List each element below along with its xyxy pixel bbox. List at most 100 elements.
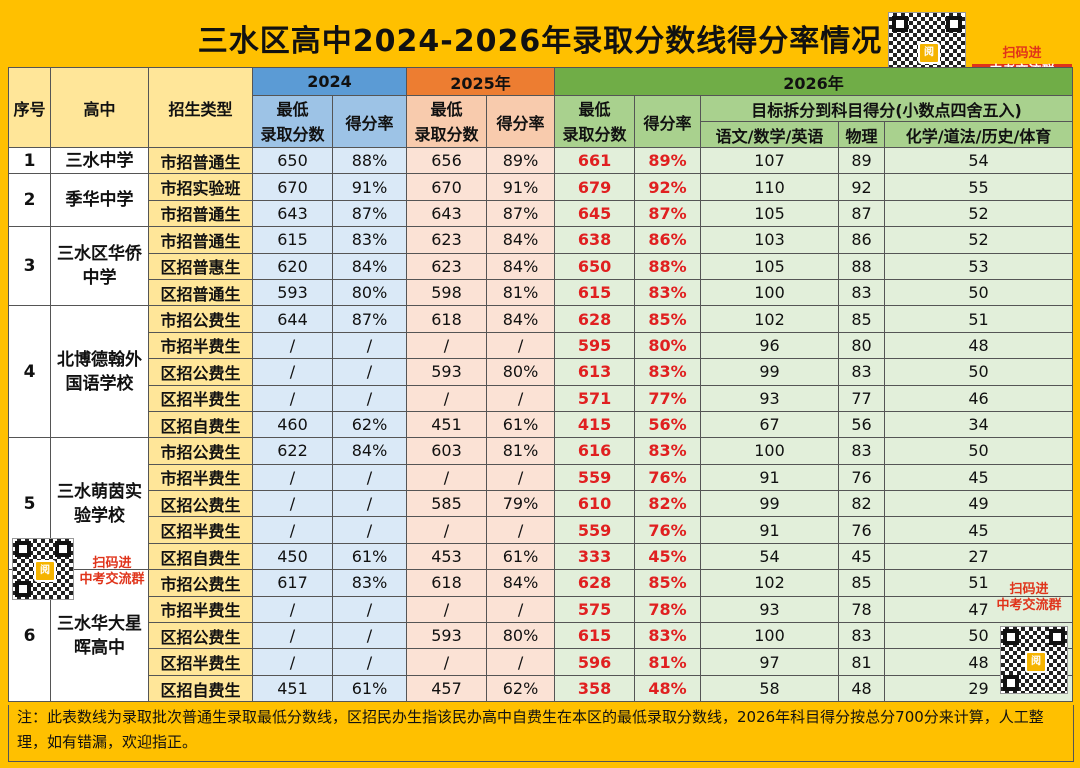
admission-type: 区招半费生: [148, 384, 253, 412]
rate-2026: 48%: [634, 674, 702, 703]
admission-type: 市招实验班: [148, 173, 253, 201]
target-physics: 83: [838, 622, 886, 650]
score-2025: 457: [406, 674, 487, 703]
score-2025: 598: [406, 278, 487, 307]
rate-2026: 78%: [634, 595, 702, 624]
rate-2026: 85%: [634, 569, 702, 597]
school-index: 1: [8, 146, 51, 175]
rate-2025: 81%: [485, 278, 556, 307]
target-physics: 83: [838, 278, 886, 307]
table-row: 区招自费生 450 61% 453 61% 333 45% 54 45 27: [9, 542, 1074, 571]
footnote: 注：此表数线为录取批次普通生录取最低分数线，区招民办生指该民办高中自费生在本区的…: [8, 705, 1074, 762]
score-2025: /: [406, 516, 487, 544]
target-main-subjects: 100: [700, 437, 840, 465]
admission-type: 区招普通生: [148, 278, 253, 307]
school-index: 2: [8, 173, 51, 228]
qr-logo-icon: 阅: [34, 560, 56, 582]
rate-2024: /: [332, 648, 407, 676]
table-row: 市招半费生 / / //595 80% 96 80 48: [9, 331, 1074, 360]
rate-2024: 61%: [332, 674, 407, 703]
target-other-subjects: 51: [884, 569, 1074, 597]
header-subject-main: 语文/数学/英语: [700, 121, 840, 148]
score-2025: 618: [406, 569, 487, 597]
admission-type: 市招公费生: [148, 437, 253, 465]
header-year-2026: 2026年: [554, 67, 1074, 96]
score-2026: 661: [554, 146, 636, 175]
target-other-subjects: 52: [884, 199, 1074, 228]
score-2025: 643: [406, 199, 487, 228]
qr-code-left[interactable]: 阅: [12, 538, 74, 600]
rate-2025: /: [485, 648, 556, 676]
header-min-score-line1: 最低: [578, 99, 611, 119]
admission-type: 区招半费生: [148, 648, 253, 676]
header-subject-other: 化学/道法/历史/体育: [884, 121, 1074, 148]
score-2025: /: [406, 384, 487, 412]
admission-type: 区招自费生: [148, 542, 253, 571]
rate-2024: 83%: [332, 569, 407, 597]
score-2026: 628: [554, 305, 636, 333]
target-other-subjects: 47: [884, 595, 1074, 624]
score-2025: 603: [406, 437, 487, 465]
score-2026: 650: [554, 252, 636, 280]
score-2024: 593: [252, 278, 333, 307]
table-row: 区招自费生 460 62% 451 61% 415 56% 67 56 34: [9, 410, 1074, 439]
header-min-score-line2: 录取分数: [260, 124, 325, 144]
table-row: 区招普惠生 620 84% 623 84% 650 88% 105 88 53: [9, 252, 1074, 280]
rate-2025: 81%: [485, 437, 556, 465]
rate-2024: /: [332, 358, 407, 386]
score-2025: /: [406, 331, 487, 360]
rate-2024: /: [332, 595, 407, 624]
target-main-subjects: 103: [700, 226, 840, 254]
target-physics: 89: [838, 146, 886, 175]
target-physics: 76: [838, 516, 886, 544]
score-2024: 643: [252, 199, 333, 228]
target-main-subjects: 107: [700, 146, 840, 175]
score-2025: /: [406, 648, 487, 676]
score-2026: 596: [554, 648, 636, 676]
rate-2025: /: [485, 463, 556, 492]
score-2026: 628: [554, 569, 636, 597]
score-2026: 575: [554, 595, 636, 624]
score-2026: 615: [554, 622, 636, 650]
score-2025: 623: [406, 252, 487, 280]
target-main-subjects: 99: [700, 490, 840, 518]
score-2026: 610: [554, 490, 636, 518]
table-row: 1 三水中学 市招普通生 650 88% 656 89% 661 89% 107 89 54: [8, 146, 1074, 175]
table-row: 区招半费生 / / //596 81% 97 81 48: [9, 648, 1074, 676]
target-main-subjects: 96: [700, 331, 840, 360]
target-other-subjects: 48: [884, 331, 1074, 360]
table-row: 区招公费生 //593 80% 613 83% 99 83 50: [9, 358, 1074, 386]
header-rate-2025: 得分率: [485, 95, 556, 148]
score-2024: /: [252, 516, 333, 544]
table-row: 区招普通生 593 80% 598 81% 615 83% 100 83 50: [9, 278, 1074, 307]
score-2026: 616: [554, 437, 636, 465]
table-row: 市招普通生 643 87% 643 87% 645 87% 105 87 52: [9, 199, 1074, 228]
admission-type: 市招普通生: [148, 199, 253, 228]
rate-2026: 83%: [634, 622, 702, 650]
score-2026: 615: [554, 278, 636, 307]
target-main-subjects: 97: [700, 648, 840, 676]
table-row: 区招公费生 //593 80% 615 83% 100 83 50: [9, 622, 1074, 650]
target-main-subjects: 105: [700, 252, 840, 280]
rate-2026: 81%: [634, 648, 702, 676]
table-row: 3 三水区华侨中学 市招普通生 615 83% 623 84% 638 86% 103 86 52: [8, 226, 1074, 307]
header-rate-2026: 得分率: [634, 95, 702, 148]
rate-2024: /: [332, 384, 407, 412]
rate-2025: /: [485, 595, 556, 624]
score-2026: 559: [554, 463, 636, 492]
target-physics: 83: [838, 437, 886, 465]
target-other-subjects: 54: [884, 146, 1074, 175]
target-main-subjects: 93: [700, 384, 840, 412]
target-physics: 88: [838, 252, 886, 280]
score-2024: 615: [252, 226, 333, 254]
table-row: 5 三水萌茵实验学校 市招公费生 622 84% 603 81% 616 83% 100 83 50: [8, 437, 1074, 571]
qr-code-right[interactable]: 阅: [1000, 626, 1068, 694]
score-2024: /: [252, 490, 333, 518]
qr-label-line: 扫码进: [1002, 46, 1042, 61]
header-min-score-2024: 最低 录取分数: [252, 95, 333, 148]
rate-2026: 76%: [634, 516, 702, 544]
rate-2026: 45%: [634, 542, 702, 571]
score-2025: 656: [406, 146, 487, 175]
target-other-subjects: 50: [884, 358, 1074, 386]
